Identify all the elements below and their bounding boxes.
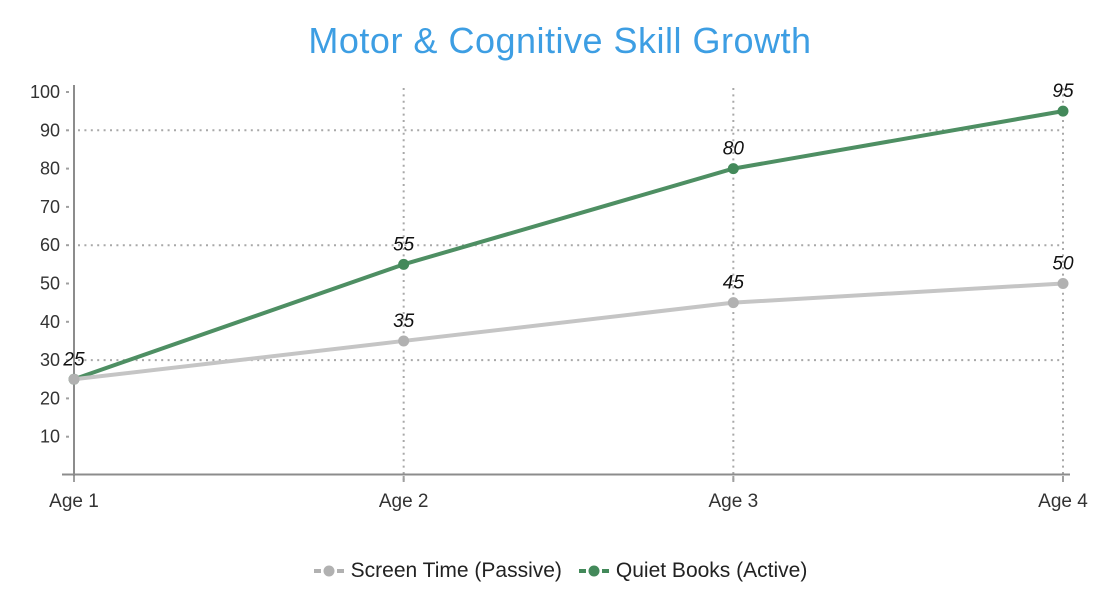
legend-line-marker-icon (313, 565, 344, 577)
y-tick-label: 100 (30, 82, 60, 102)
vertical-gridlines (402, 88, 1064, 483)
data-point (727, 163, 739, 175)
y-tick-label: 90 (40, 120, 60, 140)
data-point (398, 258, 410, 270)
y-tick-label: 80 (40, 159, 60, 179)
legend-item-quiet-books-active[interactable]: Quiet Books (Active) (578, 559, 807, 583)
y-tick-label: 40 (40, 312, 60, 332)
series-screen-time-passive: 35 45 50 (68, 254, 1074, 385)
data-point (1057, 105, 1069, 117)
x-tick-label: Age 2 (379, 491, 429, 512)
series-line (72, 109, 1065, 382)
series-quiet-books-active: 25 55 80 95 (62, 81, 1074, 385)
data-point (1057, 278, 1069, 289)
data-point (68, 373, 80, 385)
data-point-label: 55 (393, 234, 415, 255)
data-point-label: 95 (1052, 81, 1074, 102)
y-tick-label: 30 (40, 350, 60, 370)
legend-label: Screen Time (Passive) (350, 559, 562, 582)
y-tick-label: 50 (40, 274, 60, 294)
y-tick-label: 60 (40, 235, 60, 255)
y-tick-label: 10 (40, 427, 60, 447)
horizontal-gridlines (78, 129, 1063, 362)
x-tick-label: Age 1 (49, 491, 99, 512)
x-axis-labels: Age 1 Age 2 Age 3 Age 4 (49, 491, 1088, 512)
chart-title: Motor & Cognitive Skill Growth (308, 20, 812, 61)
legend-line-marker-icon (578, 565, 609, 577)
legend-label: Quiet Books (Active) (615, 559, 808, 582)
data-point-label: 45 (723, 273, 745, 294)
y-tick-label: 70 (40, 197, 60, 217)
y-tick-label: 20 (40, 388, 60, 408)
y-axis-labels: 10 20 30 40 50 60 70 80 90 100 (30, 82, 60, 447)
x-axis-ticks (73, 476, 1064, 482)
data-point-label: 50 (1052, 254, 1074, 275)
data-point (727, 297, 739, 309)
chart-legend: Screen Time (Passive) Quiet Books (Active… (0, 559, 1120, 583)
data-point-label: 25 (62, 349, 85, 370)
data-point-label: 80 (723, 139, 745, 160)
y-axis-ticks (66, 91, 69, 438)
series-line (72, 281, 1065, 382)
x-tick-label: Age 3 (709, 491, 759, 512)
legend-item-screen-time-passive[interactable]: Screen Time (Passive) (313, 559, 562, 583)
data-point (398, 335, 410, 347)
data-point-label: 35 (393, 311, 415, 332)
x-tick-label: Age 4 (1038, 491, 1088, 512)
